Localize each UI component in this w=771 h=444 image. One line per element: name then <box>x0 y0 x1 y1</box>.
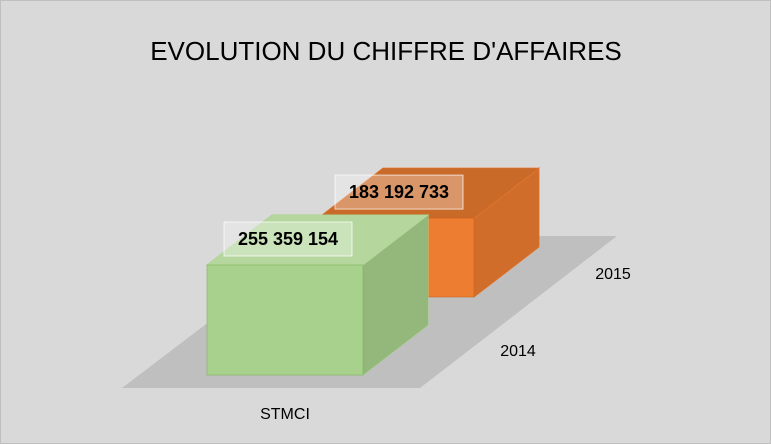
bar-side-shade <box>474 168 539 297</box>
value-label-box <box>223 221 353 257</box>
value-label-box <box>334 174 464 210</box>
bar-top-shade <box>207 215 428 265</box>
x-tick-label: STMCI <box>260 406 310 423</box>
depth-label: 2015 <box>595 266 631 283</box>
value-label: 255 359 154 <box>238 229 338 249</box>
bars: 183 192 733 255 359 154 <box>205 167 541 377</box>
depth-label: 2014 <box>500 343 536 360</box>
bar-3d: 255 359 154 <box>205 213 430 377</box>
bar-side-shade <box>363 215 428 375</box>
bar <box>206 264 364 376</box>
chart-title: EVOLUTION DU CHIFFRE D'AFFAIRES <box>150 36 622 66</box>
bar-top-shade <box>318 168 539 219</box>
value-label: 183 192 733 <box>349 182 449 202</box>
